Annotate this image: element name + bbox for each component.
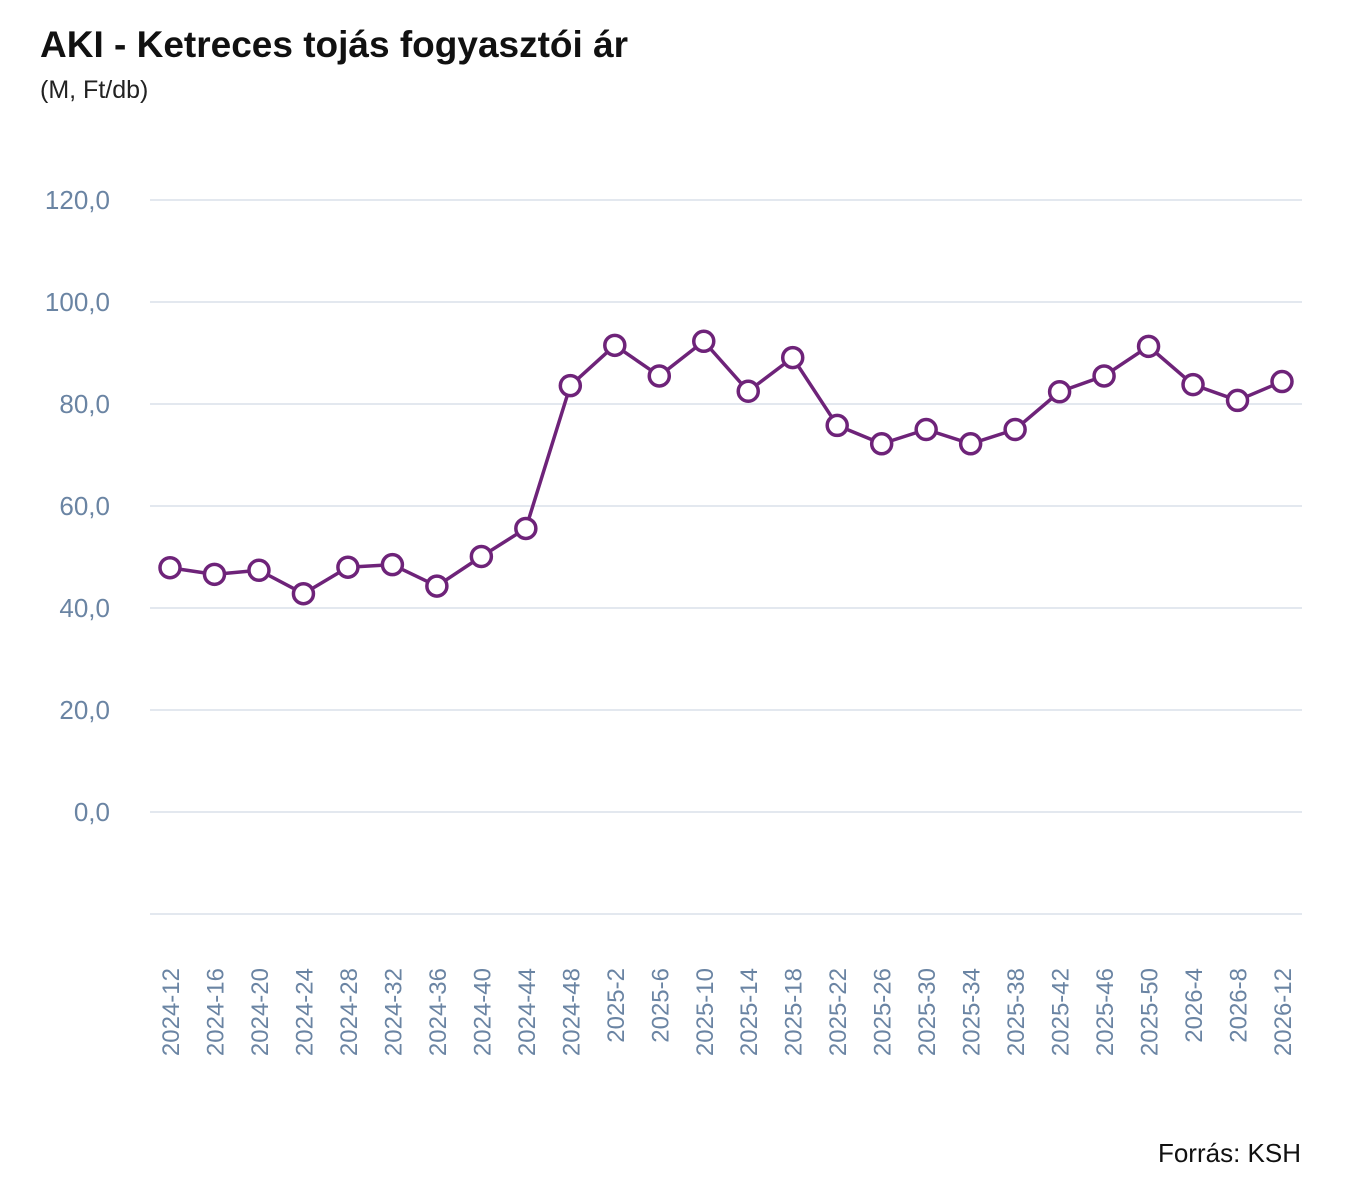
data-point[interactable] <box>647 364 672 388</box>
y-tick-label: 20,0 <box>59 695 110 725</box>
y-tick-label: 120,0 <box>45 185 110 215</box>
grid-lines <box>150 199 1302 915</box>
data-point[interactable] <box>1092 364 1116 388</box>
data-point[interactable] <box>1136 334 1161 359</box>
y-tick-label: 80,0 <box>59 389 110 419</box>
x-tick-label: 2025-2 <box>603 968 630 1043</box>
source-note: Forrás: KSH <box>1157 1138 1301 1168</box>
x-tick-label: 2024-24 <box>291 968 318 1056</box>
data-point[interactable] <box>603 333 627 358</box>
x-tick-label: 2025-38 <box>1003 968 1030 1056</box>
data-point[interactable] <box>380 552 405 577</box>
data-point[interactable] <box>425 574 449 598</box>
data-point[interactable] <box>336 555 360 579</box>
x-tick-label: 2025-34 <box>959 968 986 1056</box>
series-layer <box>158 329 1294 606</box>
data-point[interactable] <box>1270 369 1294 394</box>
x-tick-label: 2026-12 <box>1270 968 1297 1056</box>
chart-subtitle: (M, Ft/db) <box>40 76 149 104</box>
data-point[interactable] <box>1225 388 1250 413</box>
x-tick-label: 2024-28 <box>336 968 363 1056</box>
data-point[interactable] <box>914 417 938 442</box>
data-point[interactable] <box>469 544 494 569</box>
x-tick-label: 2024-16 <box>202 968 229 1056</box>
chart-title: AKI - Ketreces tojás fogyasztói ár <box>40 24 629 65</box>
data-point[interactable] <box>247 558 271 583</box>
x-tick-label: 2026-8 <box>1226 968 1253 1043</box>
x-tick-label: 2024-36 <box>425 968 452 1056</box>
x-tick-label: 2025-30 <box>914 968 941 1056</box>
x-tick-label: 2024-20 <box>247 968 274 1056</box>
data-point[interactable] <box>869 432 894 456</box>
y-tick-label: 0,0 <box>74 797 110 827</box>
x-tick-label: 2025-6 <box>647 968 674 1043</box>
y-tick-label: 60,0 <box>59 491 110 521</box>
data-point[interactable] <box>958 432 983 456</box>
x-tick-label: 2024-32 <box>380 968 407 1056</box>
y-tick-label: 40,0 <box>59 593 110 623</box>
x-axis-ticks: 2024-12 2024-16 2024-20 2024-24 2024-28 2024-… <box>158 968 1297 1056</box>
x-tick-label: 2024-44 <box>514 968 541 1056</box>
x-tick-label: 2025-22 <box>825 968 852 1056</box>
data-point[interactable] <box>825 413 849 438</box>
x-tick-label: 2025-46 <box>1092 968 1119 1056</box>
x-tick-label: 2025-10 <box>692 968 719 1056</box>
data-point[interactable] <box>692 329 716 354</box>
x-tick-label: 2025-50 <box>1137 968 1164 1056</box>
data-point[interactable] <box>1003 417 1027 442</box>
x-tick-label: 2025-18 <box>781 968 808 1056</box>
x-tick-label: 2024-12 <box>158 968 185 1056</box>
x-tick-label: 2024-48 <box>558 968 585 1056</box>
data-point[interactable] <box>736 379 760 403</box>
data-point[interactable] <box>291 581 316 606</box>
x-tick-label: 2026-4 <box>1181 968 1208 1043</box>
data-point[interactable] <box>780 345 805 370</box>
data-point[interactable] <box>514 516 538 541</box>
x-tick-label: 2025-26 <box>870 968 897 1056</box>
x-tick-label: 2025-14 <box>736 968 763 1056</box>
y-axis-ticks: 0,0 20,0 40,0 60,0 80,0 100,0 120,0 <box>45 185 110 827</box>
data-point[interactable] <box>158 555 182 580</box>
data-point[interactable] <box>1181 372 1205 397</box>
data-point[interactable] <box>558 373 583 398</box>
x-tick-label: 2024-40 <box>469 968 496 1056</box>
x-tick-label: 2025-42 <box>1048 968 1075 1056</box>
data-point[interactable] <box>1047 380 1072 404</box>
y-tick-label: 100,0 <box>45 287 110 317</box>
data-point[interactable] <box>202 562 227 587</box>
